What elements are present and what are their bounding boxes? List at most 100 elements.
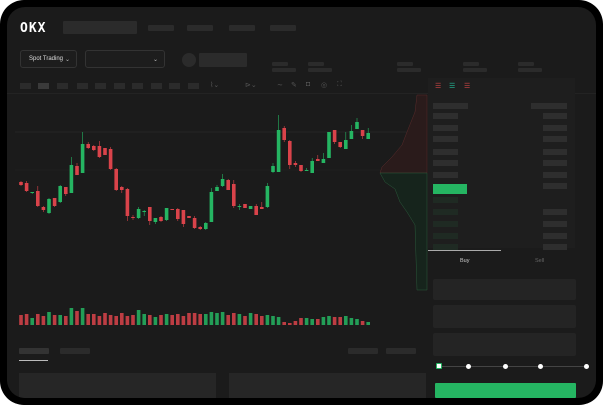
slider-stop[interactable] <box>503 364 508 369</box>
stat-value <box>397 68 421 72</box>
candle-body <box>80 144 85 173</box>
candle-body <box>293 163 298 165</box>
candle-body <box>282 128 286 140</box>
price-chart[interactable] <box>7 7 596 398</box>
timeframe-button[interactable] <box>20 83 31 89</box>
buy-sell-book-icon[interactable]: ☰ <box>435 83 442 90</box>
candle-body <box>52 198 57 206</box>
column-header <box>531 103 567 109</box>
volume-bar <box>170 315 174 325</box>
slider-track[interactable] <box>439 366 589 367</box>
candle-body <box>310 161 314 173</box>
tab-open-orders[interactable] <box>19 348 49 354</box>
timeframe-button[interactable] <box>57 83 68 89</box>
candle-body <box>260 207 264 209</box>
tab-order-history[interactable] <box>60 348 90 354</box>
volume-bar <box>114 316 118 325</box>
slider-stop[interactable] <box>466 364 471 369</box>
candle-body <box>19 182 23 185</box>
candle-body <box>47 199 51 213</box>
volume-bar <box>215 313 219 325</box>
search-bar[interactable] <box>63 21 137 34</box>
ask-row-price <box>433 136 458 142</box>
slider-stop[interactable] <box>538 364 543 369</box>
timeframe-button[interactable] <box>114 83 125 89</box>
volume-bar <box>86 314 90 325</box>
filter-button[interactable] <box>386 348 416 354</box>
volume-bar <box>75 311 79 325</box>
volume-bar <box>254 314 258 325</box>
nav-item[interactable] <box>187 25 213 31</box>
sell-book-icon[interactable]: ☰ <box>464 83 471 90</box>
bid-row-price <box>433 197 458 203</box>
timeframe-button[interactable] <box>77 83 88 89</box>
pair-select[interactable]: ⌄ <box>85 50 165 68</box>
filter-button[interactable] <box>348 348 378 354</box>
candle-body <box>103 148 107 155</box>
candle-body <box>69 165 74 193</box>
volume-bar <box>97 316 102 325</box>
timeframe-button[interactable] <box>95 83 106 89</box>
timeframe-button-active[interactable] <box>38 83 49 89</box>
volume-bar <box>248 313 253 325</box>
volume-bar <box>41 316 46 325</box>
timeframe-button[interactable] <box>132 83 143 89</box>
trading-screen: OKX Spot Trading ⌄ ⌄ ⌇⌄ ⊳⌄ ∼ ✎ ◘ ◎ ⛶ <box>7 7 596 398</box>
nav-item[interactable] <box>270 25 296 31</box>
candle-type-icon[interactable]: ⌇⌄ <box>210 82 220 89</box>
volume-bar <box>176 314 180 325</box>
stat-value <box>308 68 332 72</box>
okx-logo[interactable]: OKX <box>20 21 47 36</box>
timeframe-button[interactable] <box>151 83 162 89</box>
volume-bar <box>288 323 292 325</box>
stat-label <box>308 62 324 66</box>
line-tool-icon[interactable]: ∼ <box>277 82 283 89</box>
draw-tool-icon[interactable]: ✎ <box>291 82 297 89</box>
ask-row-amount <box>543 149 567 155</box>
buy-book-icon[interactable]: ☰ <box>449 83 456 90</box>
candle-body <box>220 179 225 186</box>
price-placeholder <box>199 53 247 67</box>
orders-panel <box>19 373 216 398</box>
volume-bar <box>220 312 225 325</box>
bid-row-price <box>433 244 458 250</box>
divider <box>7 93 596 94</box>
candle-body <box>142 211 146 212</box>
indicator-icon[interactable]: ⊳⌄ <box>245 82 257 89</box>
volume-bar <box>360 321 365 325</box>
slider-handle[interactable] <box>436 363 442 369</box>
candle-body <box>120 187 124 190</box>
amount-input[interactable] <box>433 305 576 328</box>
candle-body <box>254 206 258 215</box>
settings-icon[interactable]: ◎ <box>321 82 328 89</box>
volume-bar <box>344 316 348 325</box>
market-select[interactable]: Spot Trading ⌄ <box>20 50 77 68</box>
candle-body <box>316 159 320 161</box>
timeframe-button[interactable] <box>169 83 180 89</box>
volume-bar <box>355 319 359 325</box>
price-input[interactable] <box>433 279 576 300</box>
candle-body <box>355 122 359 129</box>
timeframe-button[interactable] <box>188 83 199 89</box>
candle-body <box>159 217 163 221</box>
buy-button[interactable] <box>435 383 576 398</box>
nav-item[interactable] <box>148 25 174 31</box>
tab-sell[interactable]: Sell <box>535 258 545 264</box>
nav-item[interactable] <box>229 25 255 31</box>
volume-bar <box>69 308 74 325</box>
volume-bar <box>181 316 186 325</box>
total-input[interactable] <box>433 333 576 356</box>
tab-buy[interactable]: Buy <box>460 258 470 264</box>
candle-body <box>204 223 208 229</box>
camera-icon[interactable]: ◘ <box>306 81 311 88</box>
volume-bar <box>321 317 326 325</box>
slider-stop[interactable] <box>584 364 589 369</box>
candle-body <box>108 149 113 169</box>
depth-bids-area <box>379 172 428 291</box>
candle-body <box>198 227 202 229</box>
volume-bar <box>310 319 314 325</box>
stat-value <box>463 68 487 72</box>
ask-row-price <box>433 172 458 178</box>
fullscreen-icon[interactable]: ⛶ <box>337 81 342 88</box>
ask-row-price <box>433 160 458 166</box>
